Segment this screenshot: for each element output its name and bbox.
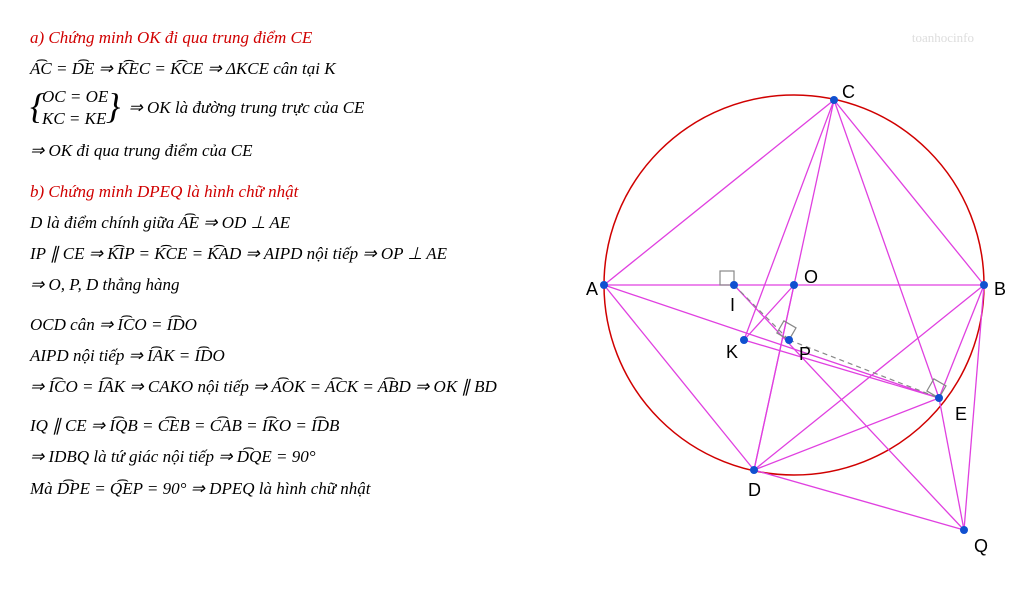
b-line-5: AIPD nội tiếp ⇒ I͡AK = I͡DO	[30, 342, 570, 369]
b-line-6: ⇒ I͡CO = I͡AK ⇒ CAKO nội tiếp ⇒ A͡OK = A…	[30, 373, 570, 400]
proof-text: a) Chứng minh OK đi qua trung điểm CE A͡…	[30, 24, 570, 502]
b-line-4: OCD cân ⇒ I͡CO = I͡DO	[30, 311, 570, 338]
a-line-3: ⇒ OK đi qua trung điểm của CE	[30, 137, 570, 164]
a-line-2: OC = OE KC = KE ⇒ OK là đường trung trực…	[30, 86, 570, 132]
heading-a: a) Chứng minh OK đi qua trung điểm CE	[30, 24, 570, 51]
point-label-Q: Q	[974, 536, 988, 557]
point-label-A: A	[586, 279, 598, 300]
b-line-7: IQ ∥ CE ⇒ I͡QB = C͡EB = C͡AB = I͡KO = I͡…	[30, 412, 570, 439]
brace-row-1: OC = OE	[42, 86, 108, 108]
point-label-B: B	[994, 279, 1006, 300]
b-line-1: D là điểm chính giữa A͡E ⇒ OD ⊥ AE	[30, 209, 570, 236]
b-line-3: ⇒ O, P, D thẳng hàng	[30, 271, 570, 298]
heading-b: b) Chứng minh DPEQ là hình chữ nhật	[30, 178, 570, 205]
point-label-D: D	[748, 480, 761, 501]
point-label-P: P	[799, 344, 811, 365]
point-label-O: O	[804, 267, 818, 288]
figure-svg	[564, 40, 1004, 560]
b-line-2: IP ∥ CE ⇒ K͡IP = K͡CE = K͡AD ⇒ AIPD nội …	[30, 240, 570, 267]
b-line-9: Mà D͡PE = Q͡EP = 90° ⇒ DPEQ là hình chữ …	[30, 475, 570, 502]
point-label-C: C	[842, 82, 855, 103]
a-line-2-tail: ⇒ OK là đường trung trực của CE	[129, 98, 365, 117]
point-label-E: E	[955, 404, 967, 425]
brace-row-2: KC = KE	[42, 108, 108, 130]
b-line-8: ⇒ IDBQ là tứ giác nội tiếp ⇒ D͡QE = 90°	[30, 443, 570, 470]
point-label-I: I	[730, 295, 735, 316]
geometry-figure: A B C D E O I K P Q	[564, 40, 1004, 560]
a-line-1: A͡C = D͡E ⇒ K͡EC = K͡CE ⇒ ΔKCE cân tại K	[30, 55, 570, 82]
point-label-K: K	[726, 342, 738, 363]
